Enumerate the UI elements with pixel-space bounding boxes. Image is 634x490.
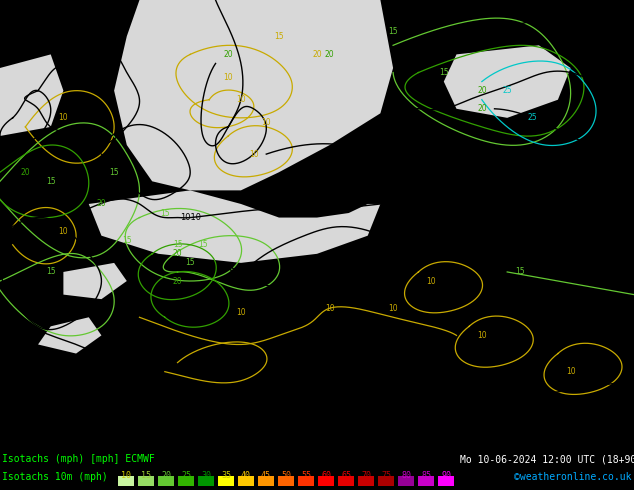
Text: 15: 15 <box>46 177 56 186</box>
Text: 1010: 1010 <box>179 213 201 222</box>
Text: 10: 10 <box>58 113 68 122</box>
Text: 15: 15 <box>122 236 132 245</box>
Text: 15: 15 <box>515 268 525 276</box>
Text: 15: 15 <box>388 27 398 36</box>
Text: 75: 75 <box>381 471 391 480</box>
Text: 25: 25 <box>181 471 191 480</box>
Text: 40: 40 <box>241 471 251 480</box>
Text: 25: 25 <box>527 113 538 122</box>
Text: 10: 10 <box>121 471 131 480</box>
Text: 1010: 1010 <box>471 204 493 213</box>
Text: 55: 55 <box>301 471 311 480</box>
Text: 10: 10 <box>477 331 487 340</box>
Bar <box>278 476 294 486</box>
Text: 10: 10 <box>325 304 335 313</box>
Text: 20: 20 <box>161 471 171 480</box>
Text: 65: 65 <box>341 471 351 480</box>
Polygon shape <box>63 263 127 299</box>
Bar <box>398 476 414 486</box>
Text: 15: 15 <box>172 240 183 249</box>
Bar <box>298 476 314 486</box>
Text: 20: 20 <box>223 50 233 59</box>
Text: 70: 70 <box>361 471 371 480</box>
Text: 20: 20 <box>477 104 487 113</box>
Text: 15: 15 <box>274 32 284 41</box>
Text: 25: 25 <box>502 86 512 95</box>
Text: 15: 15 <box>439 68 449 77</box>
Text: 50: 50 <box>281 471 291 480</box>
Text: 15: 15 <box>46 268 56 276</box>
Bar <box>198 476 214 486</box>
Text: 15: 15 <box>198 240 208 249</box>
Text: 35: 35 <box>221 471 231 480</box>
Text: Isotachs 10m (mph): Isotachs 10m (mph) <box>2 472 108 482</box>
Text: 60: 60 <box>321 471 331 480</box>
Text: 80: 80 <box>401 471 411 480</box>
Text: 10: 10 <box>249 149 259 159</box>
Text: Mo 10-06-2024 12:00 UTC (18+90): Mo 10-06-2024 12:00 UTC (18+90) <box>460 454 634 464</box>
Bar <box>318 476 334 486</box>
Text: 20: 20 <box>325 50 335 59</box>
Bar <box>178 476 194 486</box>
Text: 10: 10 <box>223 73 233 81</box>
Bar <box>238 476 254 486</box>
Text: 20: 20 <box>172 276 183 286</box>
Text: 20: 20 <box>172 249 183 258</box>
Text: 30: 30 <box>201 471 211 480</box>
Text: 15: 15 <box>109 168 119 177</box>
Text: 10: 10 <box>566 367 576 376</box>
Polygon shape <box>114 0 393 191</box>
Text: 15: 15 <box>160 209 170 218</box>
Text: 10: 10 <box>58 227 68 236</box>
Text: 10: 10 <box>261 118 271 127</box>
Text: 85: 85 <box>421 471 431 480</box>
Text: 10: 10 <box>236 308 246 317</box>
Bar <box>258 476 274 486</box>
Text: Isotachs (mph) [mph] ECMWF: Isotachs (mph) [mph] ECMWF <box>2 454 155 464</box>
Bar <box>138 476 154 486</box>
Polygon shape <box>89 191 380 263</box>
Text: ©weatheronline.co.uk: ©weatheronline.co.uk <box>515 472 632 482</box>
Text: 1010-: 1010- <box>593 394 615 403</box>
Text: 20: 20 <box>312 50 322 59</box>
Bar <box>158 476 174 486</box>
Text: 10: 10 <box>236 95 246 104</box>
Bar <box>438 476 454 486</box>
Text: 20: 20 <box>477 86 487 95</box>
Text: 45: 45 <box>261 471 271 480</box>
Bar <box>358 476 374 486</box>
Text: 20: 20 <box>20 168 30 177</box>
Bar <box>218 476 234 486</box>
Text: 20: 20 <box>96 199 107 208</box>
Polygon shape <box>38 318 101 354</box>
Polygon shape <box>444 46 571 118</box>
Text: 15: 15 <box>141 471 151 480</box>
Text: 10: 10 <box>426 276 436 286</box>
Text: 10: 10 <box>388 304 398 313</box>
Bar <box>418 476 434 486</box>
Bar <box>338 476 354 486</box>
Bar <box>378 476 394 486</box>
Polygon shape <box>0 54 63 136</box>
Bar <box>118 476 134 486</box>
Text: 15: 15 <box>185 258 195 268</box>
Text: 90: 90 <box>441 471 451 480</box>
